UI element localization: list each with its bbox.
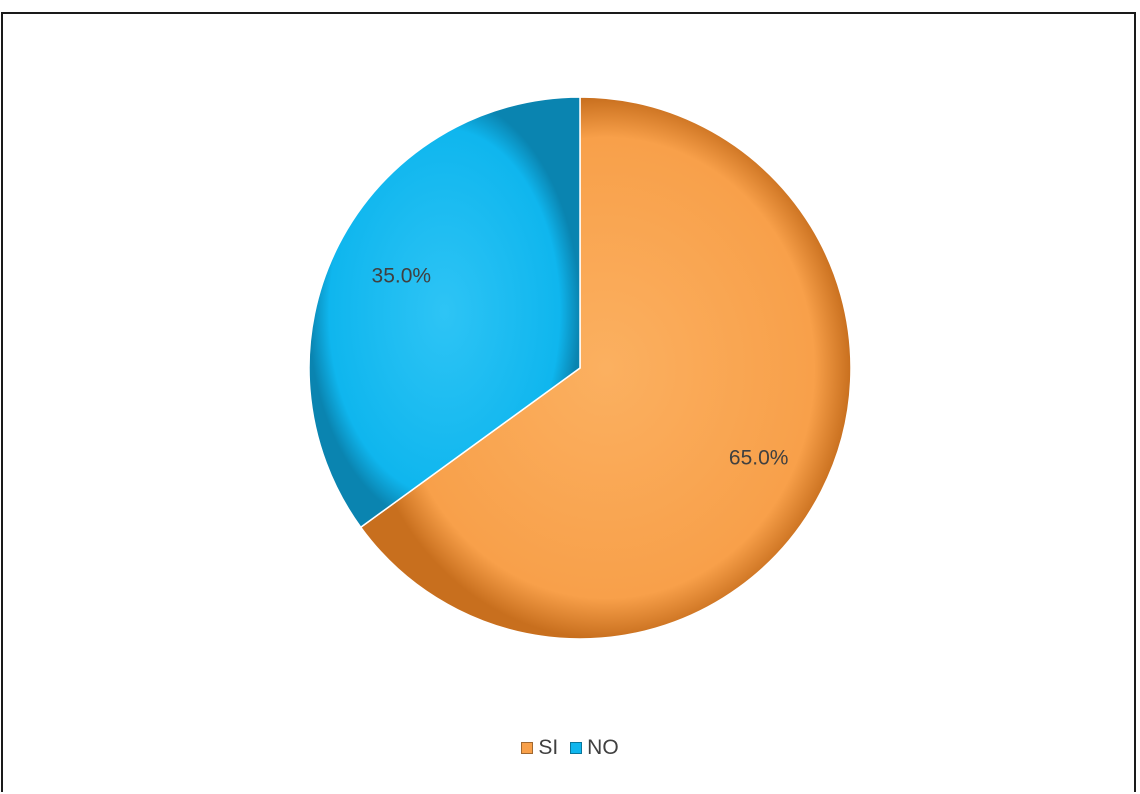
- data-label-si: 65.0%: [729, 447, 789, 470]
- data-label-no: 35.0%: [372, 265, 432, 288]
- legend-swatch-si: [521, 742, 534, 754]
- legend-swatch-no: [570, 742, 583, 754]
- pie-slice-no: [308, 96, 581, 529]
- legend-item-si: SI: [521, 736, 558, 760]
- pie-slice-si: [359, 96, 852, 640]
- legend-label-si: SI: [538, 736, 559, 759]
- legend-item-no: NO: [570, 736, 619, 760]
- legend-label-no: NO: [587, 736, 619, 759]
- pie-slices: [308, 96, 852, 640]
- pie-data-labels: 65.0% 35.0%: [372, 265, 789, 470]
- legend: SI NO: [0, 736, 1140, 760]
